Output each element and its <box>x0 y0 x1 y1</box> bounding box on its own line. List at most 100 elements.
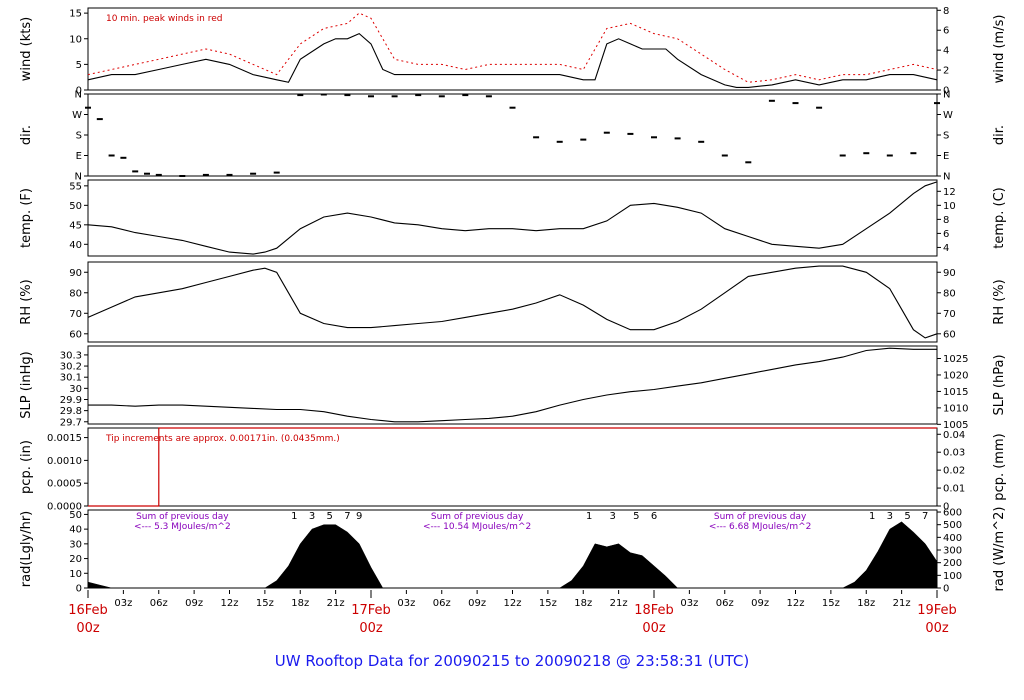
wind-ytick-right-label: 4 <box>943 46 949 57</box>
dir-ytick-label: W <box>72 110 82 121</box>
dir-point <box>202 173 209 176</box>
slp-ytick-label: 30.2 <box>60 362 82 373</box>
dir-point <box>816 106 823 109</box>
pcp-ytick-right-label: 0.02 <box>943 466 965 477</box>
rad-ytick-right-label: 600 <box>943 508 962 519</box>
dir-point <box>108 154 115 157</box>
rad-sub-tick: 5 <box>633 511 639 522</box>
dir-point <box>120 156 127 159</box>
wind-ytick-right-label: 0 <box>943 86 949 97</box>
rad-area <box>87 521 938 589</box>
dir-point <box>179 175 186 177</box>
dir-ytick-label: S <box>76 131 82 142</box>
x-day-label: 18Feb <box>634 603 674 618</box>
dir-point <box>509 106 516 109</box>
rh-ytick-right-label: 90 <box>943 268 956 279</box>
temp-ytick-right-label: 8 <box>943 215 949 226</box>
rad-sub-tick: 5 <box>327 511 333 522</box>
dir-point <box>934 102 940 105</box>
dir-ytick-label: N <box>75 90 82 101</box>
temp-frame <box>87 179 938 257</box>
wind-ytick-label: 0 <box>76 86 82 97</box>
rad-sub-tick: 9 <box>356 511 362 522</box>
dir-point <box>792 102 799 105</box>
dir-point <box>273 171 280 174</box>
rad-ytick-right-label: 400 <box>943 533 962 544</box>
dir-ylabel: dir. <box>19 125 34 145</box>
wind-ytick-right-label: 6 <box>943 26 949 37</box>
x-tick-label: 03z <box>114 598 132 609</box>
dir-point <box>768 99 775 102</box>
wind-ytick-label: 10 <box>69 34 82 45</box>
slp-ytick-right-label: 1025 <box>943 354 968 365</box>
slp-panel: SLP (inHg) SLP (hPa)29.729.829.93030.130.… <box>19 345 1007 431</box>
dir-ytick-label: N <box>75 172 82 183</box>
temp-panel: temp. (F) temp. (C) 40 45 50 55 4 6 8 10 12 <box>19 179 1007 257</box>
rad-panel: rad(Lgly/hr) rad (W/m^2)01020304050010020… <box>19 507 1007 595</box>
slp-ytick-label: 30 <box>69 384 82 395</box>
x-tick-label: 18z <box>857 598 875 609</box>
temp-ytick-label: 50 <box>69 201 82 212</box>
dir-point <box>863 152 870 155</box>
rad-sub-tick: 5 <box>904 511 910 522</box>
temp-ytick-right-label: 4 <box>943 243 949 254</box>
rh-ytick-right-label: 70 <box>943 309 956 320</box>
pcp-ytick-label: 0.0005 <box>47 479 82 490</box>
rad-sub-tick: 7 <box>344 511 350 522</box>
dir-point <box>415 94 422 97</box>
rad-sub-tick: 7 <box>922 511 928 522</box>
x-tick-label: 06z <box>716 598 734 609</box>
x-tick-label: 06z <box>433 598 451 609</box>
rh-ylabel: RH (%) <box>19 279 34 324</box>
dir-point <box>721 154 728 157</box>
dir-point <box>910 152 917 155</box>
x-day-label: 16Feb <box>68 603 108 618</box>
dir-point <box>745 161 752 164</box>
wind-ytick-label: 5 <box>76 60 82 71</box>
dir-point <box>226 173 233 176</box>
x-tick-label: 21z <box>610 598 628 609</box>
x-day-label: 17Feb <box>351 603 391 618</box>
dir-point <box>297 94 304 97</box>
temp-ylabel: temp. (F) <box>19 188 34 248</box>
rh-panel: RH (%) RH (%) 60 70 80 90 60 70 80 90 <box>19 261 1007 343</box>
pcp-ytick-right-label: 0.03 <box>943 448 965 459</box>
slp-ytick-label: 30.1 <box>60 373 82 384</box>
pcp-panel: pcp. (in) pcp. (mm) 0.0000 0.0005 0.0010 0.00… <box>19 427 1007 513</box>
temp-ytick-right-label: 10 <box>943 201 956 212</box>
x-tick-label: 15z <box>256 598 274 609</box>
wind-ytick-label: 15 <box>69 9 82 20</box>
pcp-ytick-label: 0.0000 <box>47 502 82 513</box>
slp-ytick-label: 29.8 <box>60 406 82 417</box>
wind-panel: wind (kts) wind (m/s) 0 5 10 15 0 2 4 6 8 10 min. p… <box>19 6 1007 97</box>
dir-point <box>391 95 398 98</box>
rad-ytick-label: 0 <box>76 584 82 595</box>
temp-ytick-label: 40 <box>69 240 82 251</box>
rad-sub-tick: 3 <box>309 511 315 522</box>
rad-sub-tick: 1 <box>586 511 592 522</box>
temp-ytick-label: 55 <box>69 181 82 192</box>
rad-annotation: Sum of previous day <box>136 512 229 522</box>
slp-series-0 <box>88 347 937 423</box>
pcp-ytick-right-label: 0.04 <box>943 430 965 441</box>
dir-ytick-right-label: S <box>943 131 949 142</box>
x-tick-label: 03z <box>680 598 698 609</box>
dir-point <box>580 138 587 141</box>
temp-ytick-right-label: 12 <box>943 187 956 198</box>
pcp-annotation: Tip increments are approx. 0.00171in. (0… <box>105 434 340 444</box>
rad-ytick-right-label: 500 <box>943 520 962 531</box>
wind-ytick-right-label: 8 <box>943 6 949 17</box>
dir-point <box>96 118 103 121</box>
rad-ytick-label: 50 <box>69 510 82 521</box>
dir-point <box>155 173 162 176</box>
x-tick-label: 21z <box>327 598 345 609</box>
dir-point <box>603 131 610 134</box>
rad-sub-tick: 3 <box>610 511 616 522</box>
chart-title: UW Rooftop Data for 20090215 to 20090218… <box>275 652 749 670</box>
dir-ytick-right-label: E <box>943 151 949 162</box>
x-axis: 03z 06z 09z 12z 15z 18z 21z 03z 06z 09z 12z 15z 18z 2… <box>68 590 957 636</box>
rh-ytick-label: 60 <box>69 329 82 340</box>
x-hour-label: 00z <box>76 621 100 636</box>
pcp-series-0 <box>88 427 937 507</box>
